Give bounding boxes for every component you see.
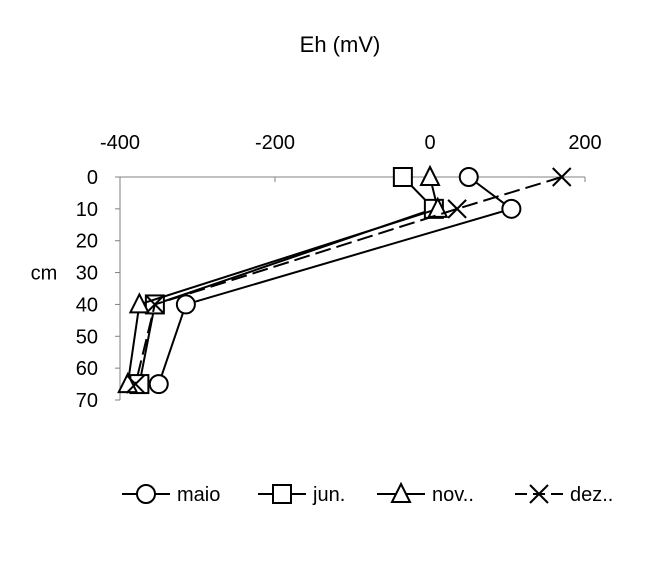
data-point-maio bbox=[148, 374, 169, 395]
x-marker-stroke bbox=[552, 167, 572, 187]
legend-label-dez: dez.. bbox=[570, 484, 613, 506]
legend-marker-maio bbox=[136, 484, 156, 504]
triangle-marker-shape bbox=[419, 164, 441, 186]
data-point-dez bbox=[145, 294, 165, 315]
y-tick-label: 40 bbox=[76, 294, 98, 316]
square-marker-shape bbox=[272, 484, 292, 504]
series-line-jun bbox=[138, 176, 436, 385]
chart-title: Eh (mV) bbox=[300, 32, 381, 57]
data-point-dez bbox=[447, 199, 467, 219]
data-point-nov bbox=[419, 164, 441, 186]
triangle-marker-shape bbox=[427, 196, 449, 218]
legend-label-nov: nov.. bbox=[432, 484, 474, 506]
y-tick-label: 10 bbox=[76, 199, 98, 221]
legend-marker-nov bbox=[390, 481, 412, 503]
series-line-nov bbox=[126, 176, 439, 385]
x-marker-stroke bbox=[145, 294, 165, 315]
legend-marker-jun bbox=[272, 484, 292, 504]
data-point-maio bbox=[501, 198, 522, 219]
legend-marker-dez bbox=[529, 484, 549, 504]
circle-marker-shape bbox=[136, 484, 156, 504]
y-tick-label: 0 bbox=[87, 167, 98, 189]
x-tick-label: -400 bbox=[100, 132, 140, 154]
x-marker-stroke bbox=[447, 199, 467, 219]
legend-label-jun: jun. bbox=[312, 484, 345, 506]
legend-label-maio: maio bbox=[177, 484, 220, 506]
data-point-dez bbox=[552, 167, 572, 187]
y-tick-label: 60 bbox=[76, 358, 98, 380]
y-tick-label: 20 bbox=[76, 231, 98, 253]
plot-area: -400 -200 0 200 0 10 20 30 40 50 60 70 cm bbox=[31, 132, 602, 412]
data-point-jun bbox=[392, 167, 413, 187]
x-tick-label: 0 bbox=[424, 132, 435, 154]
data-point-maio bbox=[458, 167, 479, 187]
circle-marker-shape bbox=[148, 374, 169, 395]
triangle-marker-shape bbox=[128, 292, 150, 314]
circle-marker-shape bbox=[501, 198, 522, 219]
circle-marker-shape bbox=[175, 294, 196, 315]
series-line-dez bbox=[134, 176, 563, 385]
y-axis-label: cm bbox=[31, 263, 58, 285]
x-marker-stroke bbox=[529, 484, 549, 504]
series-line-maio bbox=[157, 176, 514, 385]
data-point-maio bbox=[175, 294, 196, 315]
data-point-nov bbox=[427, 196, 449, 218]
y-tick-label: 70 bbox=[76, 390, 98, 412]
triangle-marker-shape bbox=[390, 481, 412, 503]
data-point-dez bbox=[125, 374, 146, 394]
circle-marker-shape bbox=[458, 167, 479, 187]
square-marker-shape bbox=[392, 167, 413, 187]
x-tick-label: 200 bbox=[568, 132, 601, 154]
x-tick-label: -200 bbox=[255, 132, 295, 154]
data-point-nov bbox=[128, 292, 150, 314]
legend: maio jun. nov.. dez.. bbox=[122, 481, 613, 506]
x-marker-stroke bbox=[125, 374, 146, 394]
y-tick-label: 50 bbox=[76, 326, 98, 348]
y-tick-label: 30 bbox=[76, 263, 98, 285]
